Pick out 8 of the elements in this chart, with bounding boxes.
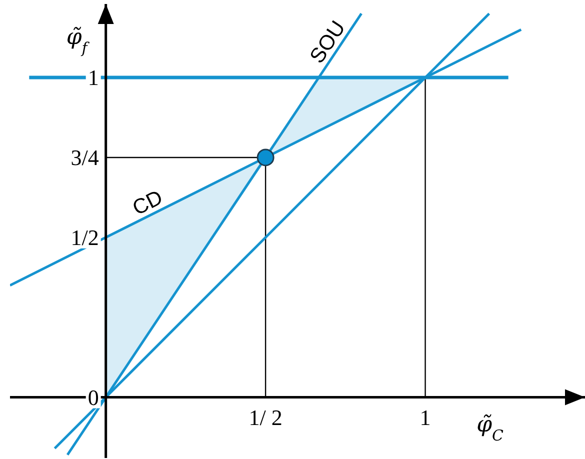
x-axis-title: φ̃$_{C}$ bbox=[476, 412, 504, 444]
y-tick-label: 1/2 bbox=[70, 224, 99, 250]
x-tick-label: 1/ 2 bbox=[248, 404, 282, 430]
y-axis-title: φ̃$_{f}$ bbox=[66, 25, 90, 57]
y-tick-label: 1 bbox=[88, 65, 99, 90]
text: CD bbox=[129, 186, 166, 220]
y-tick-label: 3/4 bbox=[70, 144, 99, 170]
y-tick-label: 0 bbox=[88, 384, 99, 410]
